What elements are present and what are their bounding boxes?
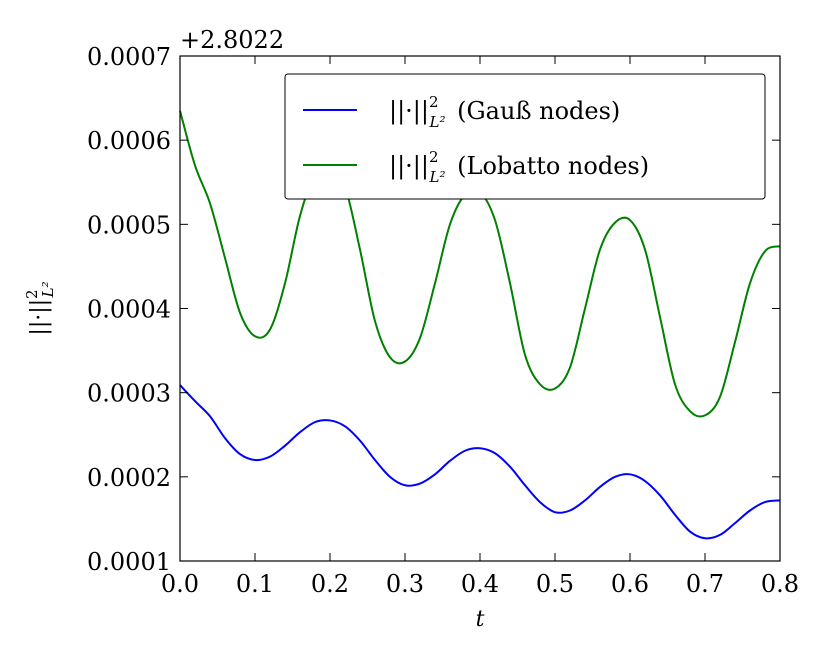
svg-text:||·||2L²: ||·||2L² xyxy=(23,281,57,335)
x-tick-label: 0.5 xyxy=(536,570,574,598)
x-axis-title: t xyxy=(476,607,485,632)
y-tick-label: 0.0004 xyxy=(87,296,171,324)
legend-box xyxy=(284,73,766,200)
x-tick-label: 0.7 xyxy=(686,570,724,598)
y-offset-label: +2.8022 xyxy=(180,26,284,54)
x-tick-label: 0.0 xyxy=(161,570,199,598)
x-tick-label: 0.8 xyxy=(761,570,799,598)
x-tick-label: 0.6 xyxy=(611,570,649,598)
ticks-layer: 0.0 0.1 0.2 0.3 0.4 0.5 0.6 0.7 0.8 0.0001 0.0002 0… xyxy=(87,43,799,598)
y-tick-label: 0.0002 xyxy=(87,464,171,492)
y-axis-title: ||·||2L² xyxy=(23,281,57,335)
legend-label-0: ||·||2 L² (Gauß nodes) xyxy=(389,93,620,131)
y-tick-label: 0.0006 xyxy=(87,127,171,155)
x-tick-label: 0.4 xyxy=(461,570,499,598)
y-axis-title-base: ||·|| xyxy=(27,299,52,336)
y-tick-label: 0.0001 xyxy=(87,548,171,576)
y-tick-label: 0.0007 xyxy=(87,43,171,71)
y-axis-title-sub: L² xyxy=(39,281,57,298)
legend-label-1: ||·||2 L² (Lobatto nodes) xyxy=(389,148,649,186)
y-tick-label: 0.0003 xyxy=(87,380,171,408)
x-tick-label: 0.2 xyxy=(311,570,349,598)
y-tick-label: 0.0005 xyxy=(87,211,171,239)
series-line-0 xyxy=(179,384,781,540)
legend: ||·||2 L² (Gauß nodes) ||·||2 L² (Lobatto n… xyxy=(284,73,766,200)
x-tick-label: 0.3 xyxy=(386,570,424,598)
y-axis-title-sup: 2 xyxy=(23,289,41,299)
x-tick-label: 0.1 xyxy=(236,570,274,598)
